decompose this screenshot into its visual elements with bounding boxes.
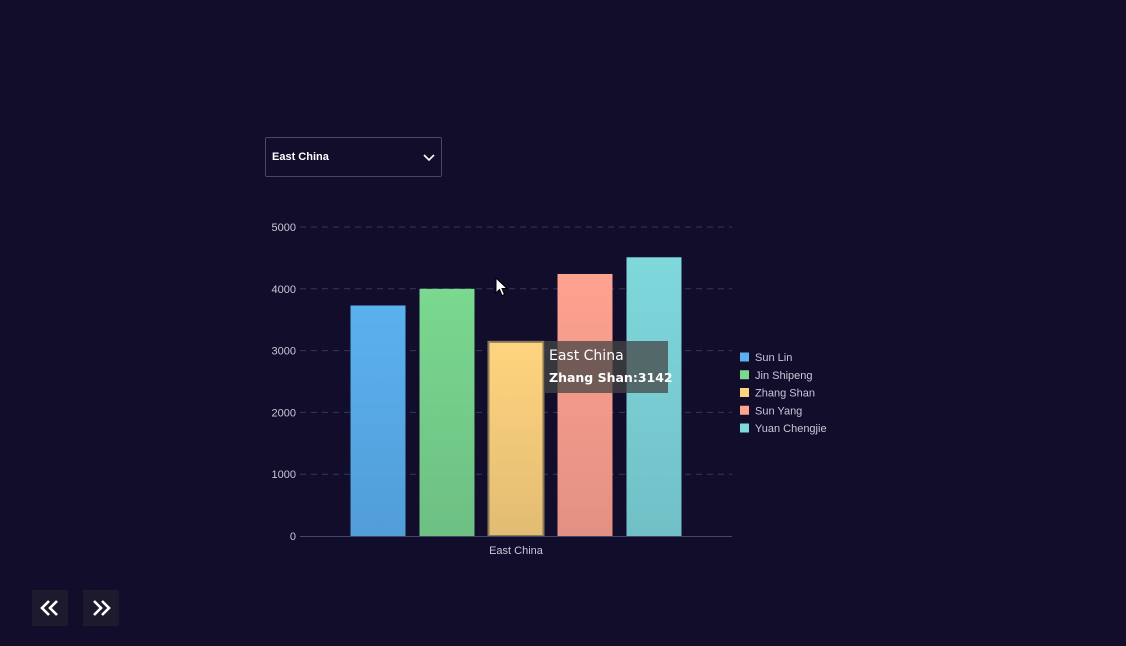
legend-label[interactable]: Jin Shipeng: [755, 370, 813, 382]
legend-swatch[interactable]: [740, 423, 749, 433]
mouse-cursor-icon: [495, 277, 509, 297]
y-tick-label: 5000: [272, 222, 296, 234]
legend-swatch[interactable]: [740, 370, 749, 380]
legend-label[interactable]: Sun Lin: [755, 352, 792, 364]
legend-label[interactable]: Sun Yang: [755, 405, 802, 417]
legend-swatch[interactable]: [740, 405, 749, 415]
bar[interactable]: [419, 288, 475, 536]
bar[interactable]: [350, 305, 406, 536]
chevron-down-icon: [423, 154, 435, 162]
bar[interactable]: [487, 340, 545, 537]
tooltip-row: Zhang Shan:3142: [549, 370, 673, 385]
y-tick-label: 4000: [272, 284, 296, 296]
y-tick-label: 2000: [272, 407, 296, 419]
legend-swatch[interactable]: [740, 388, 749, 397]
y-tick-label: 0: [290, 531, 296, 543]
legend-label[interactable]: Zhang Shan: [755, 388, 815, 400]
y-tick-label: 1000: [272, 469, 296, 481]
chart-tooltip: East China Zhang Shan:3142: [544, 341, 673, 393]
tooltip-series: Zhang Shan: [549, 370, 633, 385]
bar[interactable]: [557, 273, 613, 536]
tooltip-value: 3142: [637, 370, 673, 385]
next-button[interactable]: [83, 590, 119, 626]
region-select-value: East China: [272, 151, 329, 163]
tooltip-title: East China: [549, 348, 624, 364]
legend-swatch[interactable]: [740, 352, 749, 362]
double-chevron-left-icon: [40, 600, 58, 616]
double-chevron-right-icon: [93, 600, 111, 616]
legend-label[interactable]: Yuan Chengjie: [755, 423, 827, 435]
previous-button[interactable]: [32, 590, 68, 626]
x-tick-label: East China: [489, 545, 544, 557]
region-select[interactable]: East China: [265, 137, 442, 177]
y-tick-label: 3000: [272, 346, 296, 358]
bar[interactable]: [626, 257, 682, 536]
